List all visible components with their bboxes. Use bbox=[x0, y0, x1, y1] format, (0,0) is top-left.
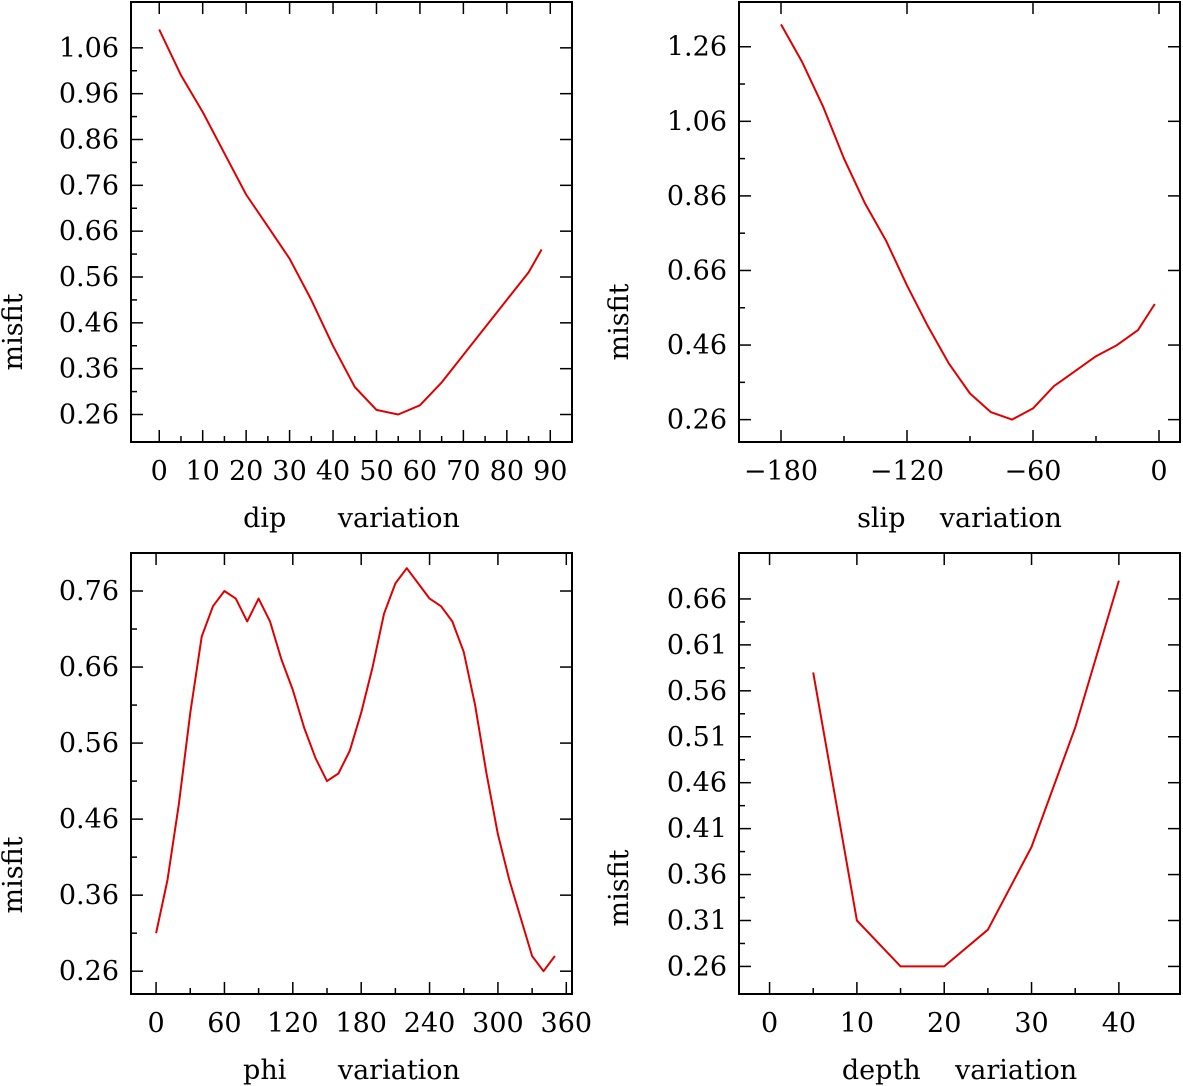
x-tick-label: 60 bbox=[207, 1008, 241, 1039]
x-tick-label: 240 bbox=[404, 1008, 456, 1039]
series-line-dip bbox=[158, 29, 543, 416]
x-tick-label: −180 bbox=[744, 456, 818, 487]
y-tick-label: 1.06 bbox=[59, 33, 119, 64]
x-axis-label: dip variation bbox=[243, 503, 460, 534]
x-tick-label: 40 bbox=[316, 456, 350, 487]
x-tick-label: 120 bbox=[267, 1008, 319, 1039]
y-tick-label: 0.31 bbox=[667, 906, 727, 937]
x-tick-label: 30 bbox=[272, 456, 306, 487]
plot-frame bbox=[738, 1, 1181, 443]
x-tick-label: 0 bbox=[1150, 456, 1167, 487]
plot-frame bbox=[738, 552, 1181, 995]
x-tick-label: 10 bbox=[186, 456, 220, 487]
x-tick-label: 40 bbox=[1102, 1008, 1136, 1039]
y-tick-label: 0.41 bbox=[667, 814, 727, 845]
x-tick-label: 0 bbox=[147, 1008, 164, 1039]
y-tick-label: 0.56 bbox=[59, 262, 119, 293]
y-tick-label: 1.06 bbox=[667, 106, 727, 137]
plot-frame bbox=[130, 552, 573, 995]
phi-variation-panel: 0 60 120 180 240 300 360 0.26 0.36 0.46 0.56 0.66 0.… bbox=[0, 552, 593, 1086]
depth-variation-panel: 0 10 20 30 40 0.26 0.31 0.36 0.41 0.46 0.51 0.56 0.6… bbox=[604, 552, 1181, 1086]
x-tick-label: 80 bbox=[490, 456, 524, 487]
y-tick-label: 0.76 bbox=[59, 170, 119, 201]
y-tick-label: 1.26 bbox=[667, 32, 727, 63]
slip-variation-panel: −180 −120 −60 0 0.26 0.46 0.66 0.86 1.06 1.26 slip… bbox=[604, 1, 1181, 534]
y-tick-label: 0.76 bbox=[59, 576, 119, 607]
x-tick-label: 0 bbox=[151, 456, 168, 487]
y-tick-label: 0.56 bbox=[59, 728, 119, 759]
series-line-slip bbox=[780, 23, 1156, 421]
y-tick-label: 0.61 bbox=[667, 630, 727, 661]
x-tick-label: 300 bbox=[472, 1008, 524, 1039]
x-tick-label: 0 bbox=[761, 1008, 778, 1039]
x-tick-label: 360 bbox=[541, 1008, 593, 1039]
x-tick-label: −60 bbox=[1005, 456, 1062, 487]
y-axis-label: misfit bbox=[604, 283, 635, 360]
y-tick-label: 0.66 bbox=[667, 584, 727, 615]
y-tick-label: 0.66 bbox=[59, 652, 119, 683]
y-tick-label: 0.26 bbox=[667, 405, 727, 436]
y-tick-label: 0.46 bbox=[59, 308, 119, 339]
y-tick-label: 0.86 bbox=[667, 181, 727, 212]
x-tick-label: 20 bbox=[229, 456, 263, 487]
y-tick-label: 0.46 bbox=[59, 804, 119, 835]
y-tick-label: 0.26 bbox=[59, 956, 119, 987]
x-tick-label: 10 bbox=[840, 1008, 874, 1039]
x-tick-label: 180 bbox=[335, 1008, 387, 1039]
x-tick-label: 30 bbox=[1014, 1008, 1048, 1039]
x-tick-label: 20 bbox=[927, 1008, 961, 1039]
y-tick-label: 0.36 bbox=[59, 880, 119, 911]
y-tick-label: 0.46 bbox=[667, 768, 727, 799]
x-tick-label: 60 bbox=[403, 456, 437, 487]
series-line-phi bbox=[155, 567, 556, 973]
y-axis-label: misfit bbox=[604, 849, 635, 926]
y-tick-label: 0.66 bbox=[667, 255, 727, 286]
y-tick-label: 0.51 bbox=[667, 722, 727, 753]
y-axis-label: misfit bbox=[0, 836, 29, 913]
x-tick-label: 50 bbox=[359, 456, 393, 487]
y-tick-label: 0.96 bbox=[59, 79, 119, 110]
x-tick-label: −120 bbox=[870, 456, 944, 487]
x-axis-label: slip variation bbox=[857, 503, 1062, 534]
x-tick-label: 90 bbox=[533, 456, 567, 487]
y-tick-label: 0.36 bbox=[667, 860, 727, 891]
plot-frame bbox=[130, 1, 573, 443]
y-axis-label: misfit bbox=[0, 293, 29, 370]
x-axis-label: depth variation bbox=[842, 1055, 1077, 1086]
y-tick-label: 0.26 bbox=[59, 400, 119, 431]
x-axis-label: phi variation bbox=[243, 1055, 460, 1086]
y-tick-label: 0.56 bbox=[667, 676, 727, 707]
y-tick-label: 0.26 bbox=[667, 951, 727, 982]
y-tick-label: 0.86 bbox=[59, 125, 119, 156]
x-tick-label: 70 bbox=[446, 456, 480, 487]
series-line-depth bbox=[812, 580, 1120, 968]
y-tick-label: 0.66 bbox=[59, 216, 119, 247]
y-tick-label: 0.36 bbox=[59, 354, 119, 385]
y-tick-label: 0.46 bbox=[667, 330, 727, 361]
dip-variation-panel: 0 10 20 30 40 50 60 70 80 90 0.26 0.36 0.46 0.56 0.66 0… bbox=[0, 1, 573, 534]
